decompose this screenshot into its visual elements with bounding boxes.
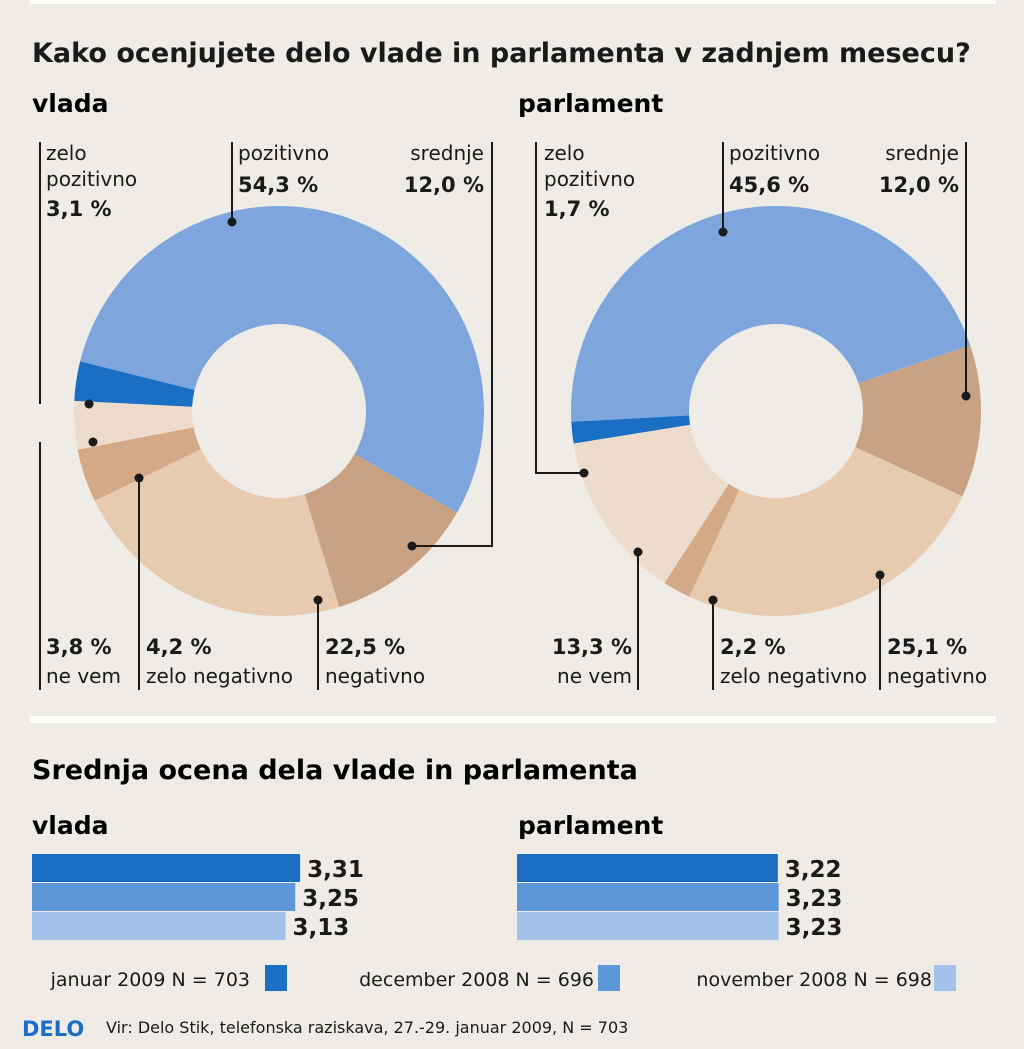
section-title: Srednja ocena dela vlade in parlamenta bbox=[32, 755, 638, 786]
donut-chart-vlada bbox=[74, 206, 484, 616]
label-zelo-negativno: zelo negativno bbox=[146, 664, 293, 688]
bar-value-december: 3,25 bbox=[302, 886, 359, 912]
leader-dot-zelo-pozitivno bbox=[84, 399, 94, 409]
value-zelo-negativno: 2,2 % bbox=[720, 635, 786, 659]
slice-zelo-pozitivno bbox=[571, 415, 691, 444]
slice-pozitivno bbox=[571, 205, 971, 422]
donut-chart-parlament bbox=[571, 205, 981, 616]
value-pozitivno: 45,6 % bbox=[729, 173, 809, 197]
bar-november bbox=[32, 912, 286, 940]
leader-dot-zelo-negativno bbox=[134, 473, 144, 483]
bar-title-parlament: parlament bbox=[518, 811, 663, 840]
value-srednje: 12,0 % bbox=[879, 173, 959, 197]
bar-value-januar: 3,31 bbox=[307, 857, 364, 883]
bar-januar bbox=[517, 854, 778, 882]
legend: januar 2009 N = 703 december 2008 N = 696… bbox=[50, 965, 956, 991]
leader-dot-ne-vem bbox=[633, 547, 643, 557]
bar-chart-parlament: 3,22 3,23 3,23 bbox=[517, 854, 842, 941]
leader-dot-srednje bbox=[961, 391, 971, 401]
label-negativno: negativno bbox=[325, 664, 425, 688]
value-ne-vem: 3,8 % bbox=[46, 635, 112, 659]
source-note: Vir: Delo Stik, telefonska raziskava, 27… bbox=[106, 1018, 628, 1037]
leader-dot-srednje bbox=[407, 541, 417, 551]
donut-title-parlament: parlament bbox=[518, 89, 663, 118]
bar-value-januar: 3,22 bbox=[785, 857, 842, 883]
legend-label-januar: januar 2009 N = 703 bbox=[50, 969, 250, 991]
section-divider bbox=[30, 716, 996, 723]
leader-dot-zelo-pozitivno bbox=[579, 468, 589, 478]
bar-value-december: 3,23 bbox=[786, 886, 843, 912]
slice-ne-vem bbox=[74, 400, 194, 450]
value-zelo-pozitivno: 3,1 % bbox=[46, 197, 112, 221]
label-zelo-pozitivno: zelo bbox=[46, 141, 87, 165]
legend-swatch-november bbox=[934, 965, 956, 991]
value-negativno: 22,5 % bbox=[325, 635, 405, 659]
slice-srednje bbox=[855, 345, 981, 497]
label-zelo-pozitivno-2: pozitivno bbox=[544, 167, 635, 191]
leader-line-zelo-pozitivno bbox=[535, 142, 584, 474]
value-zelo-negativno: 4,2 % bbox=[146, 635, 212, 659]
page-title: Kako ocenjujete delo vlade in parlamenta… bbox=[32, 38, 971, 69]
slice-srednje bbox=[304, 454, 458, 607]
label-negativno: negativno bbox=[887, 664, 987, 688]
leader-dot-negativno bbox=[313, 595, 323, 605]
slice-ne-vem bbox=[573, 424, 729, 584]
label-ne-vem: ne vem bbox=[557, 664, 632, 688]
slice-zelo-negativno bbox=[664, 484, 740, 597]
legend-swatch-december bbox=[598, 965, 620, 991]
slice-negativno bbox=[689, 447, 963, 616]
leader-line-srednje bbox=[412, 142, 493, 547]
label-pozitivno: pozitivno bbox=[238, 141, 329, 165]
slice-negativno bbox=[94, 449, 340, 616]
bar-title-vlada: vlada bbox=[32, 811, 109, 840]
label-pozitivno: pozitivno bbox=[729, 141, 820, 165]
bar-januar bbox=[32, 854, 301, 882]
callouts-parlament: pozitivno 45,6 % srednje 12,0 % negativno 25,… bbox=[535, 141, 987, 690]
label-zelo-pozitivno-2: pozitivno bbox=[46, 167, 137, 191]
label-srednje: srednje bbox=[885, 141, 959, 165]
bar-chart-vlada: 3,31 3,25 3,13 bbox=[32, 854, 364, 941]
slice-zelo-negativno bbox=[77, 427, 201, 501]
legend-label-november: november 2008 N = 698 bbox=[696, 969, 932, 991]
callouts-vlada: pozitivno 54,3 % srednje 12,0 % negativno 22,… bbox=[39, 141, 493, 690]
legend-swatch-januar bbox=[265, 965, 287, 991]
leader-dot-ne-vem bbox=[88, 437, 98, 447]
leader-dot-zelo-negativno bbox=[708, 595, 718, 605]
delo-logo: DELO bbox=[22, 1017, 84, 1041]
value-zelo-pozitivno: 1,7 % bbox=[544, 197, 610, 221]
bar-december bbox=[517, 883, 779, 911]
leader-dot-pozitivno bbox=[227, 217, 237, 227]
value-srednje: 12,0 % bbox=[404, 173, 484, 197]
label-zelo-pozitivno: zelo bbox=[544, 141, 585, 165]
legend-label-december: december 2008 N = 696 bbox=[359, 969, 594, 991]
bar-december bbox=[32, 883, 296, 911]
leader-dot-negativno bbox=[875, 570, 885, 580]
value-pozitivno: 54,3 % bbox=[238, 173, 318, 197]
label-srednje: srednje bbox=[410, 141, 484, 165]
slice-zelo-pozitivno bbox=[74, 361, 195, 407]
bar-value-november: 3,13 bbox=[293, 915, 350, 941]
top-rule bbox=[30, 0, 996, 4]
donut-title-vlada: vlada bbox=[32, 89, 109, 118]
slice-pozitivno bbox=[80, 206, 484, 513]
label-ne-vem: ne vem bbox=[46, 664, 121, 688]
leader-dot-pozitivno bbox=[718, 227, 728, 237]
label-zelo-negativno: zelo negativno bbox=[720, 664, 867, 688]
value-ne-vem: 13,3 % bbox=[552, 635, 632, 659]
value-negativno: 25,1 % bbox=[887, 635, 967, 659]
bar-value-november: 3,23 bbox=[786, 915, 843, 941]
bar-november bbox=[517, 912, 779, 940]
